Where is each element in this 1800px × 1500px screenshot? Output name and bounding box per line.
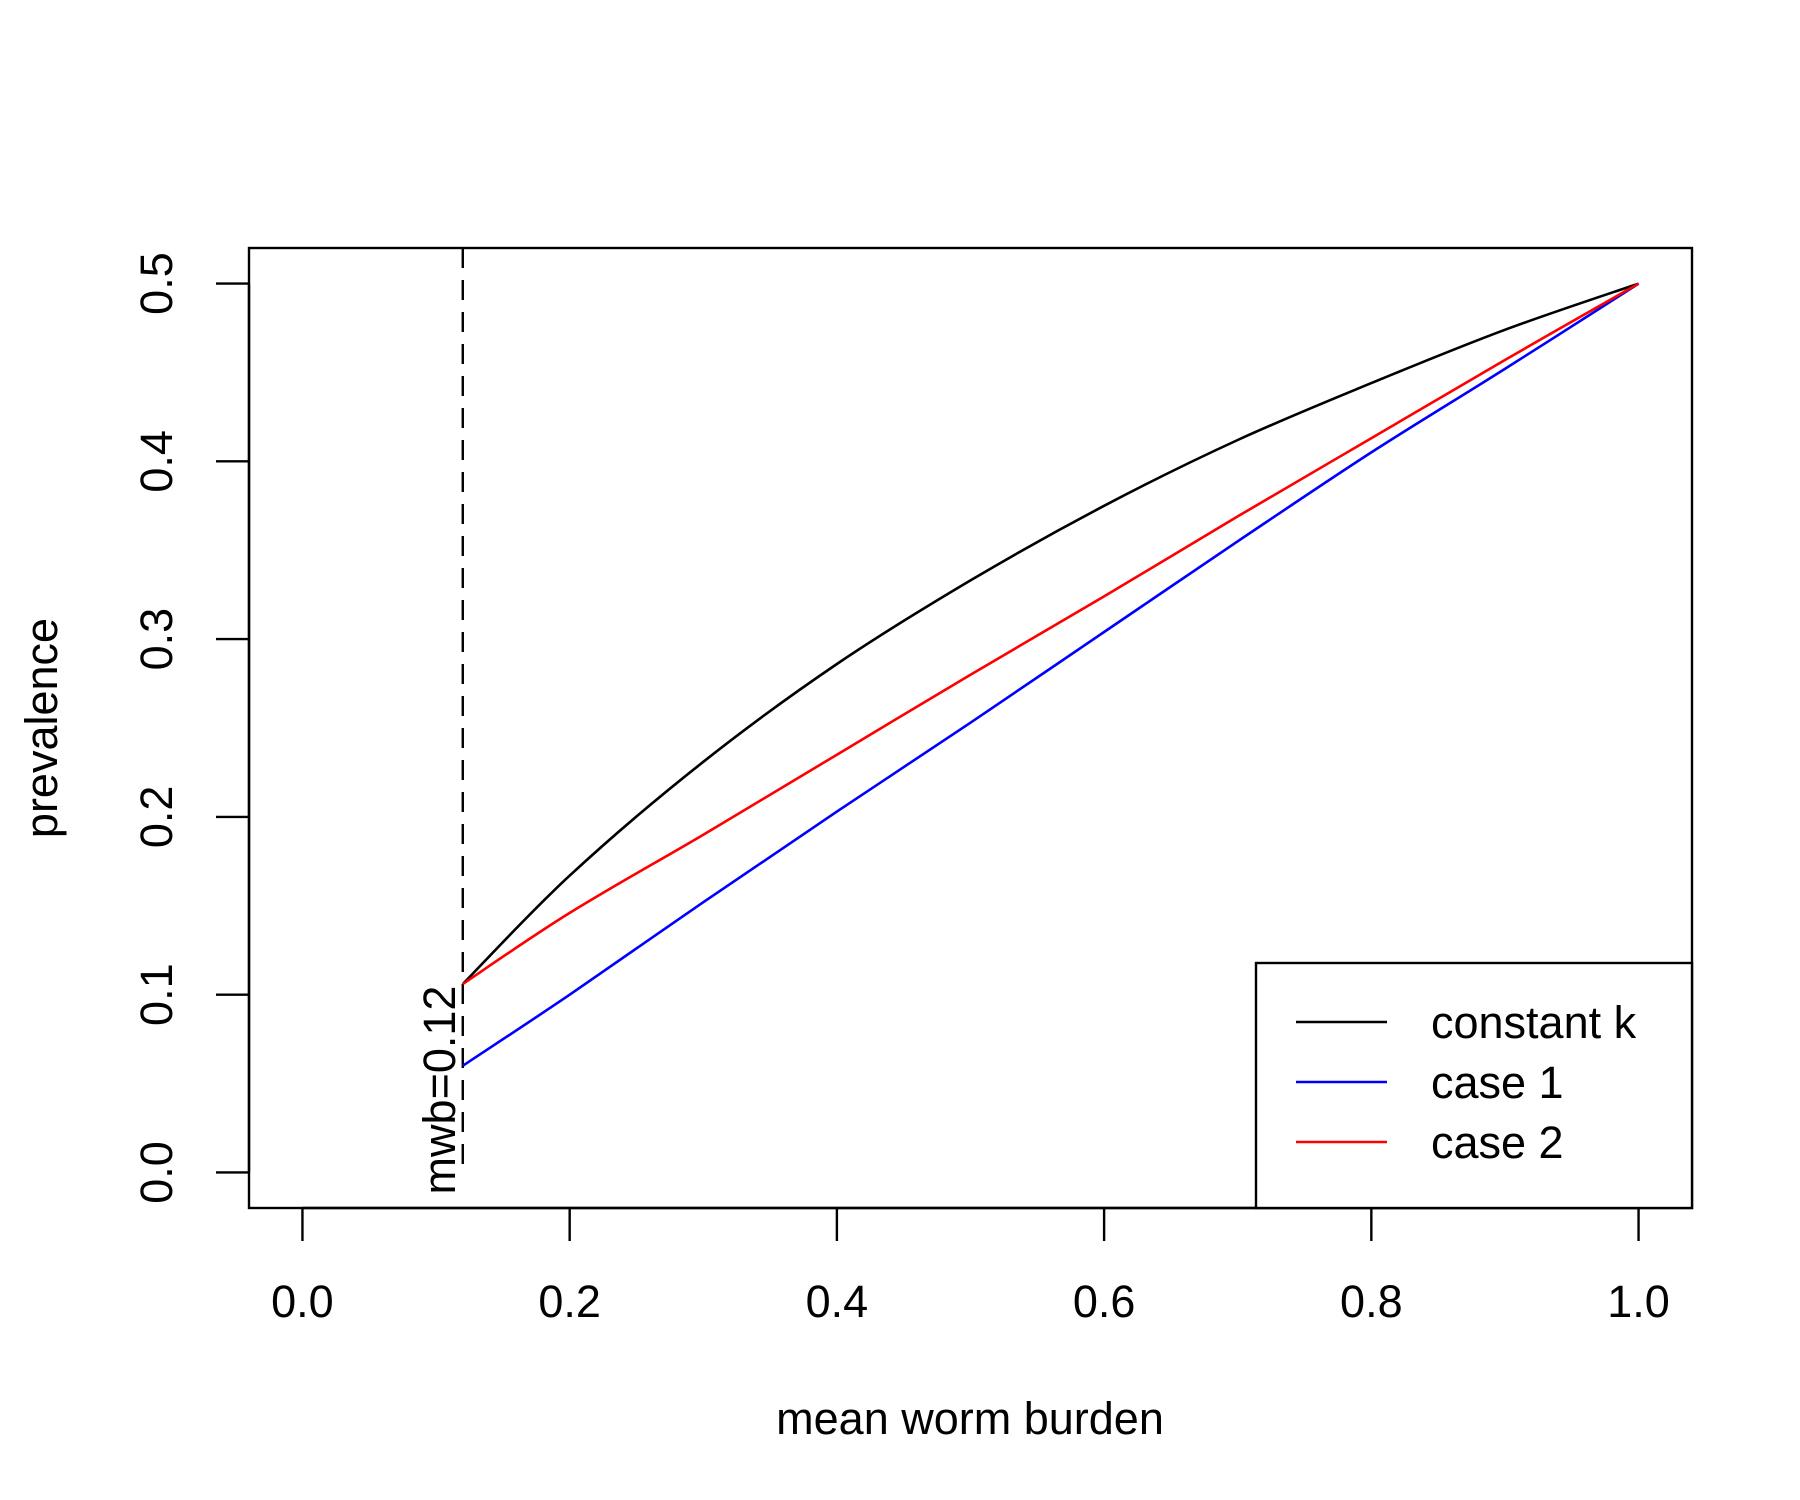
series-layer bbox=[461, 282, 1640, 1067]
legend-box bbox=[1254, 961, 1694, 1210]
legend-label-case-2: case 2 bbox=[1431, 1117, 1564, 1168]
x-tick-label: 1.0 bbox=[1607, 1276, 1670, 1327]
y-tick-label: 0.2 bbox=[131, 786, 182, 849]
x-tick-label: 0.4 bbox=[806, 1276, 869, 1327]
series-line-case-2 bbox=[462, 282, 1640, 986]
series-line-case-1 bbox=[462, 282, 1640, 1067]
series-line-constant-k bbox=[461, 282, 1640, 985]
x-tick-label: 0.0 bbox=[271, 1276, 334, 1327]
legend-label-constant-k: constant k bbox=[1431, 997, 1637, 1048]
y-tick-label: 0.1 bbox=[131, 963, 182, 1026]
y-tick-label: 0.4 bbox=[131, 430, 182, 493]
x-axis-label: mean worm burden bbox=[776, 1393, 1164, 1444]
reference-layer: mwb=0.12 bbox=[414, 248, 465, 1194]
x-axis: 0.0 0.2 0.4 0.6 0.8 1.0 bbox=[271, 1206, 1670, 1327]
legend-label-case-1: case 1 bbox=[1431, 1057, 1564, 1108]
y-tick-label: 0.0 bbox=[131, 1141, 182, 1204]
x-tick-label: 0.8 bbox=[1340, 1276, 1403, 1327]
y-tick-label: 0.5 bbox=[131, 252, 182, 315]
y-axis-label: prevalence bbox=[16, 618, 67, 838]
x-tick-label: 0.6 bbox=[1073, 1276, 1136, 1327]
x-tick-label: 0.2 bbox=[538, 1276, 601, 1327]
y-tick-label: 0.3 bbox=[131, 608, 182, 671]
legend: constant k case 1 case 2 bbox=[1254, 961, 1694, 1210]
y-axis: 0.0 0.1 0.2 0.3 0.4 0.5 bbox=[131, 252, 251, 1204]
reference-line-label: mwb=0.12 bbox=[414, 986, 465, 1195]
